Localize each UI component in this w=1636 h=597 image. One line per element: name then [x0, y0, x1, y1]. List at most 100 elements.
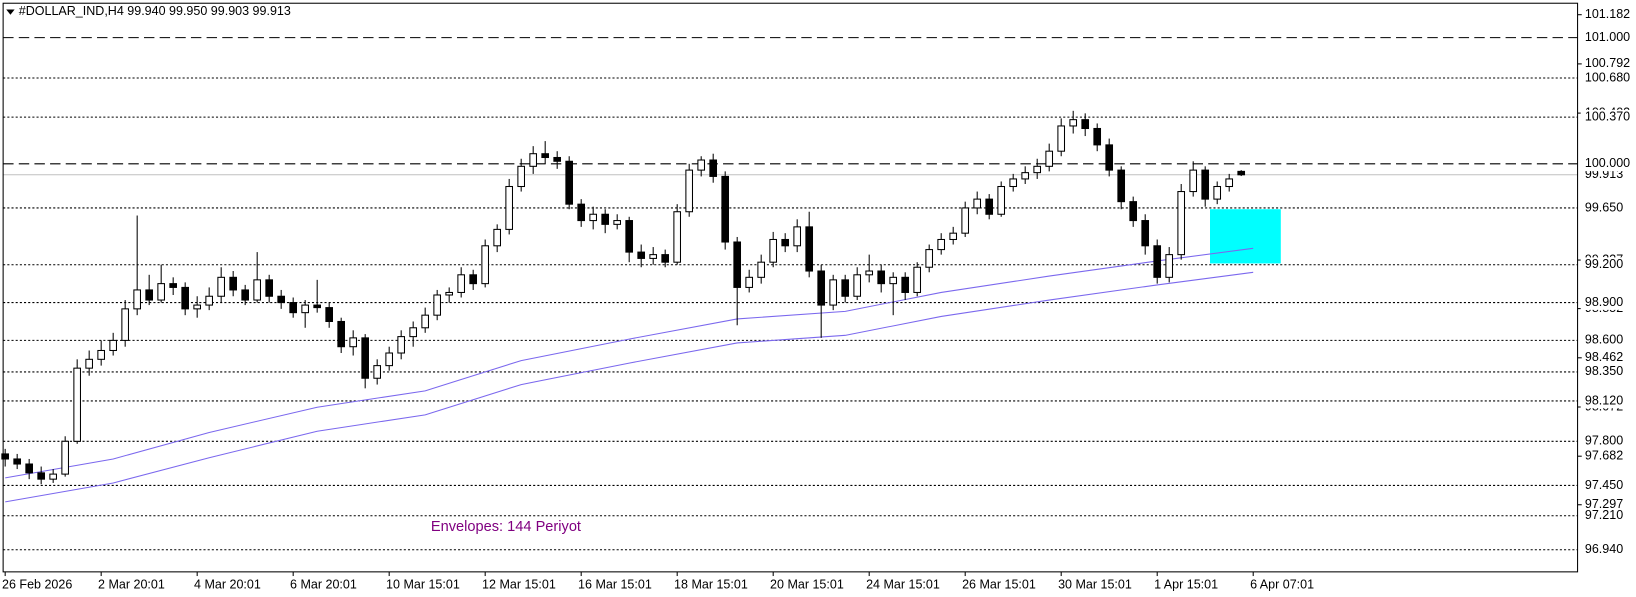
candle-body	[1105, 144, 1114, 171]
candle-body	[1069, 119, 1078, 127]
x-tick-label: 10 Mar 15:01	[386, 578, 460, 592]
candle-body	[673, 211, 682, 263]
candle-body	[1057, 125, 1066, 152]
level-label: 98.120	[1585, 393, 1623, 407]
candle-body	[1225, 178, 1234, 188]
candle-body	[1129, 201, 1138, 222]
candle-body	[889, 276, 898, 285]
candle-body	[853, 274, 862, 297]
candle-body	[457, 274, 466, 293]
candle-body	[277, 295, 285, 304]
candle-body	[109, 339, 117, 352]
level-label: 98.900	[1585, 295, 1623, 309]
candle-body	[925, 249, 934, 268]
level-label: 98.600	[1585, 333, 1623, 347]
candle-body	[217, 276, 225, 297]
candle-body	[565, 160, 574, 205]
candle-body	[973, 198, 982, 209]
candle-body	[517, 165, 526, 188]
level-label-bg	[1580, 70, 1636, 86]
candle-body	[1141, 220, 1150, 247]
x-tick-label: 26 Mar 15:01	[962, 578, 1036, 592]
envelope-line	[5, 271, 1254, 503]
candle-body	[1153, 245, 1162, 278]
level-label: 100.000	[1585, 156, 1630, 170]
candle-body	[193, 304, 201, 310]
candle-body	[73, 367, 81, 442]
candle-body	[661, 254, 670, 263]
candle-body	[721, 175, 730, 243]
candle-body	[85, 358, 93, 369]
level-label-bg	[1580, 109, 1636, 125]
candle-body	[781, 238, 790, 247]
candle-body	[589, 213, 598, 222]
candle-body	[937, 238, 946, 251]
menu-arrow[interactable]	[6, 9, 15, 15]
candle-body	[805, 226, 814, 272]
candle-body	[901, 276, 910, 293]
candle-body	[625, 220, 634, 253]
candle-body	[541, 153, 550, 159]
candle-body	[1021, 172, 1030, 180]
x-tick-label: 6 Apr 07:01	[1250, 578, 1314, 592]
candle-body	[325, 307, 334, 322]
level-label: 100.370	[1585, 109, 1630, 123]
candle-body	[313, 304, 322, 309]
candle-body	[265, 279, 273, 297]
candle-body	[1045, 150, 1054, 167]
x-tick-label: 2 Mar 20:01	[98, 578, 165, 592]
x-tick-label: 20 Mar 15:01	[770, 578, 844, 592]
level-label-bg	[1580, 30, 1636, 45]
candle-body	[1189, 169, 1198, 193]
candle-body	[241, 289, 249, 301]
candle-body	[361, 337, 370, 379]
x-tick-label: 26 Feb 2026	[2, 578, 72, 592]
candle-body	[913, 266, 922, 293]
candle-body	[685, 169, 694, 213]
level-label: 96.940	[1585, 542, 1623, 556]
candle-body	[469, 274, 478, 285]
level-label-bg	[1580, 434, 1636, 449]
candle-body	[157, 283, 165, 301]
x-tick-label: 12 Mar 15:01	[482, 578, 556, 592]
candle-body	[829, 279, 838, 306]
candle-body	[865, 270, 874, 276]
level-label: 99.200	[1585, 257, 1623, 271]
candle-body	[181, 286, 189, 310]
candle-body	[1033, 165, 1042, 174]
level-label-bg	[1580, 364, 1636, 380]
x-tick-label: 4 Mar 20:01	[194, 578, 261, 592]
candle-body	[301, 304, 309, 314]
x-tick-label: 6 Mar 20:01	[290, 578, 357, 592]
level-label: 101.000	[1585, 30, 1630, 44]
level-label-bg	[1580, 508, 1636, 524]
plot-frame	[2, 2, 1579, 573]
x-tick-label: 16 Mar 15:01	[578, 578, 652, 592]
y-tick-label: 97.682	[1585, 449, 1623, 463]
candle-body	[133, 289, 141, 310]
candle-body	[145, 289, 153, 301]
candle-body	[1177, 191, 1186, 256]
candle-body	[1081, 119, 1090, 130]
level-label-bg	[1580, 393, 1636, 409]
candle-body	[613, 220, 622, 225]
candle-body	[409, 327, 418, 338]
y-tick-label: 101.182	[1585, 7, 1630, 21]
candle-body	[169, 283, 177, 288]
candle-body	[997, 185, 1006, 215]
indicator-label: Envelopes: 144 Periyot	[431, 519, 581, 535]
y-tick-label: 97.297	[1585, 497, 1623, 511]
candle-body	[421, 314, 430, 329]
candle-body	[733, 241, 742, 288]
x-tick-label: 18 Mar 15:01	[674, 578, 748, 592]
candle-body	[985, 198, 994, 215]
level-label-bg	[1580, 295, 1636, 310]
level-label: 97.800	[1585, 434, 1623, 448]
candle-body	[253, 279, 261, 301]
candle-body	[1117, 169, 1126, 203]
level-label: 100.680	[1585, 70, 1630, 84]
candle-body	[121, 308, 129, 341]
candle-body	[1093, 127, 1102, 146]
candle-body	[1009, 178, 1018, 188]
